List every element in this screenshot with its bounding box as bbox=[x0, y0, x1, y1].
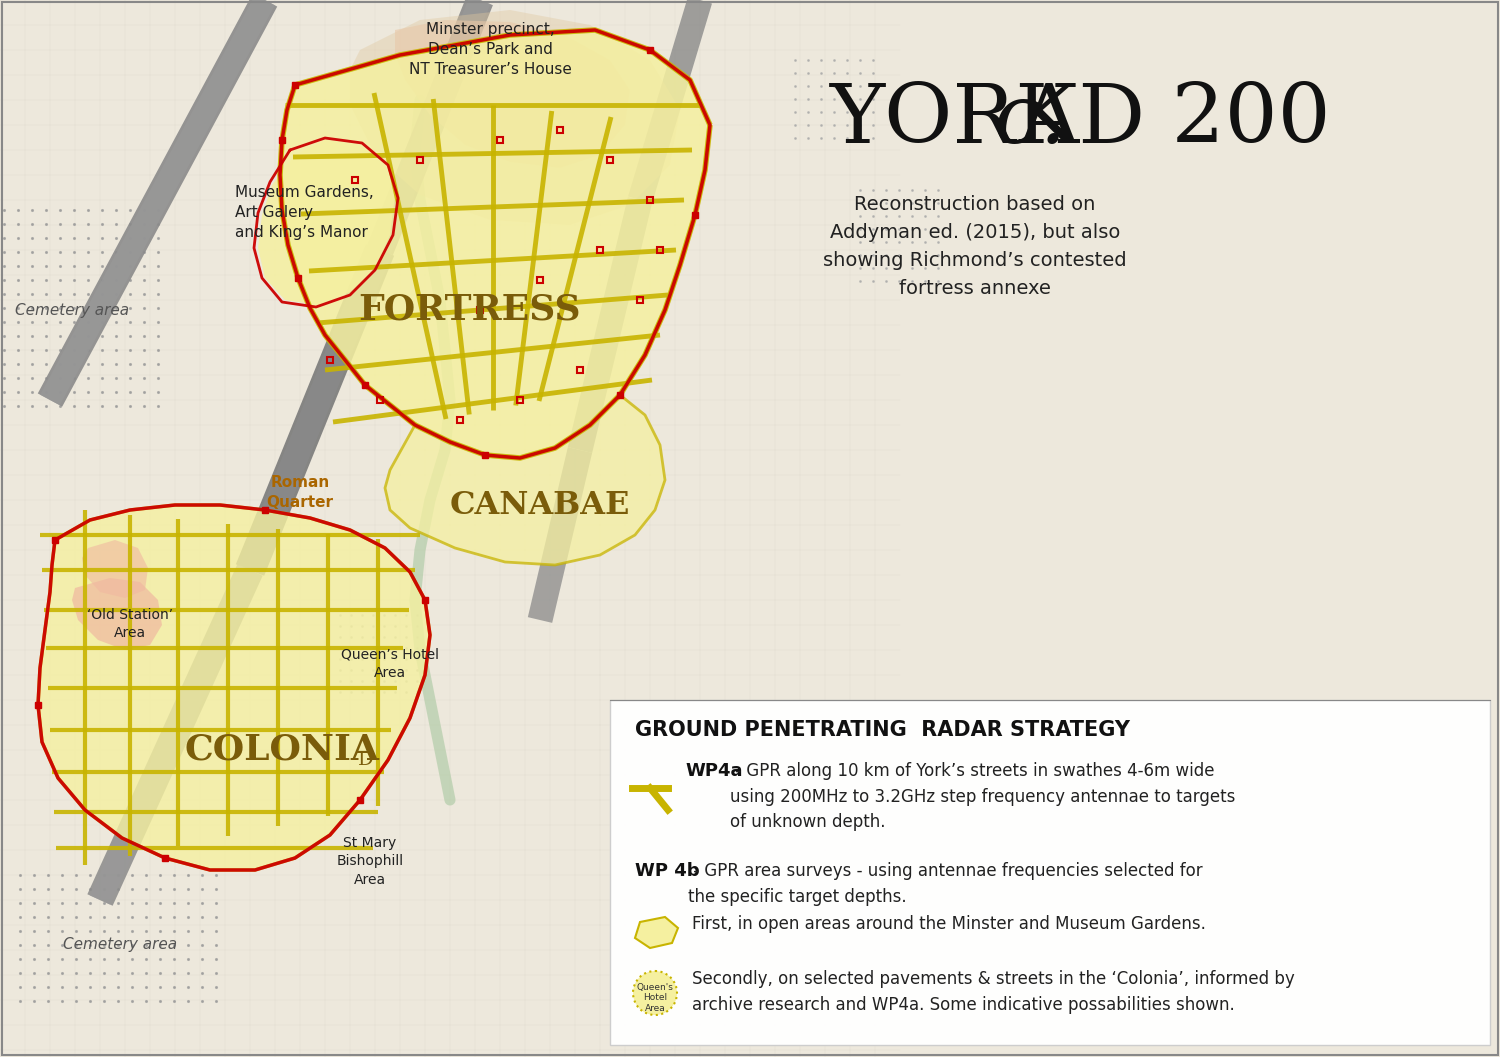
Text: Reconstruction based on
Addyman ed. (2015), but also
showing Richmond’s conteste: Reconstruction based on Addyman ed. (201… bbox=[824, 194, 1126, 298]
Text: WP 4b: WP 4b bbox=[634, 863, 699, 880]
Text: ‘Old Station’
Area: ‘Old Station’ Area bbox=[87, 608, 172, 641]
Polygon shape bbox=[350, 10, 680, 225]
Polygon shape bbox=[280, 30, 710, 458]
Polygon shape bbox=[386, 395, 664, 565]
Text: D: D bbox=[358, 752, 374, 769]
Text: FORTRESS: FORTRESS bbox=[358, 293, 582, 327]
Text: Museum Gardens,
Art Galery
and King’s Manor: Museum Gardens, Art Galery and King’s Ma… bbox=[236, 185, 374, 240]
Text: - GPR along 10 km of York’s streets in swathes 4-6m wide
using 200MHz to 3.2GHz : - GPR along 10 km of York’s streets in s… bbox=[730, 762, 1236, 832]
Polygon shape bbox=[38, 505, 430, 870]
Text: First, in open areas around the Minster and Museum Gardens.: First, in open areas around the Minster … bbox=[692, 915, 1206, 933]
Text: COLONIA: COLONIA bbox=[184, 733, 380, 767]
Text: WP4a: WP4a bbox=[686, 762, 742, 780]
Text: Secondly, on selected pavements & streets in the ‘Colonia’, informed by
archive : Secondly, on selected pavements & street… bbox=[692, 970, 1294, 1014]
Text: St Mary
Bishophill
Area: St Mary Bishophill Area bbox=[336, 836, 404, 887]
Text: Minster precinct,
Dean’s Park and
NT Treasurer’s House: Minster precinct, Dean’s Park and NT Tre… bbox=[408, 22, 572, 76]
Text: AD 200: AD 200 bbox=[1019, 80, 1330, 160]
Text: Cemetery area: Cemetery area bbox=[15, 302, 129, 317]
Text: GROUND PENETRATING  RADAR STRATEGY: GROUND PENETRATING RADAR STRATEGY bbox=[634, 720, 1130, 740]
Polygon shape bbox=[394, 20, 630, 168]
Polygon shape bbox=[82, 540, 148, 598]
Text: Queen’s Hotel
Area: Queen’s Hotel Area bbox=[340, 648, 439, 681]
Polygon shape bbox=[258, 140, 394, 305]
FancyBboxPatch shape bbox=[610, 700, 1490, 1045]
Polygon shape bbox=[72, 578, 162, 650]
Polygon shape bbox=[634, 917, 678, 948]
Text: Roman
Quarter: Roman Quarter bbox=[267, 475, 333, 509]
Text: CANABAE: CANABAE bbox=[450, 489, 630, 520]
Text: Queen's
Hotel
Area: Queen's Hotel Area bbox=[636, 983, 674, 1013]
Text: c.: c. bbox=[993, 80, 1066, 160]
Text: - GPR area surveys - using antennae frequencies selected for
the specific target: - GPR area surveys - using antennae freq… bbox=[688, 863, 1203, 906]
Text: Cemetery area: Cemetery area bbox=[63, 938, 177, 952]
Text: YORK: YORK bbox=[830, 80, 1106, 160]
Circle shape bbox=[633, 971, 676, 1015]
